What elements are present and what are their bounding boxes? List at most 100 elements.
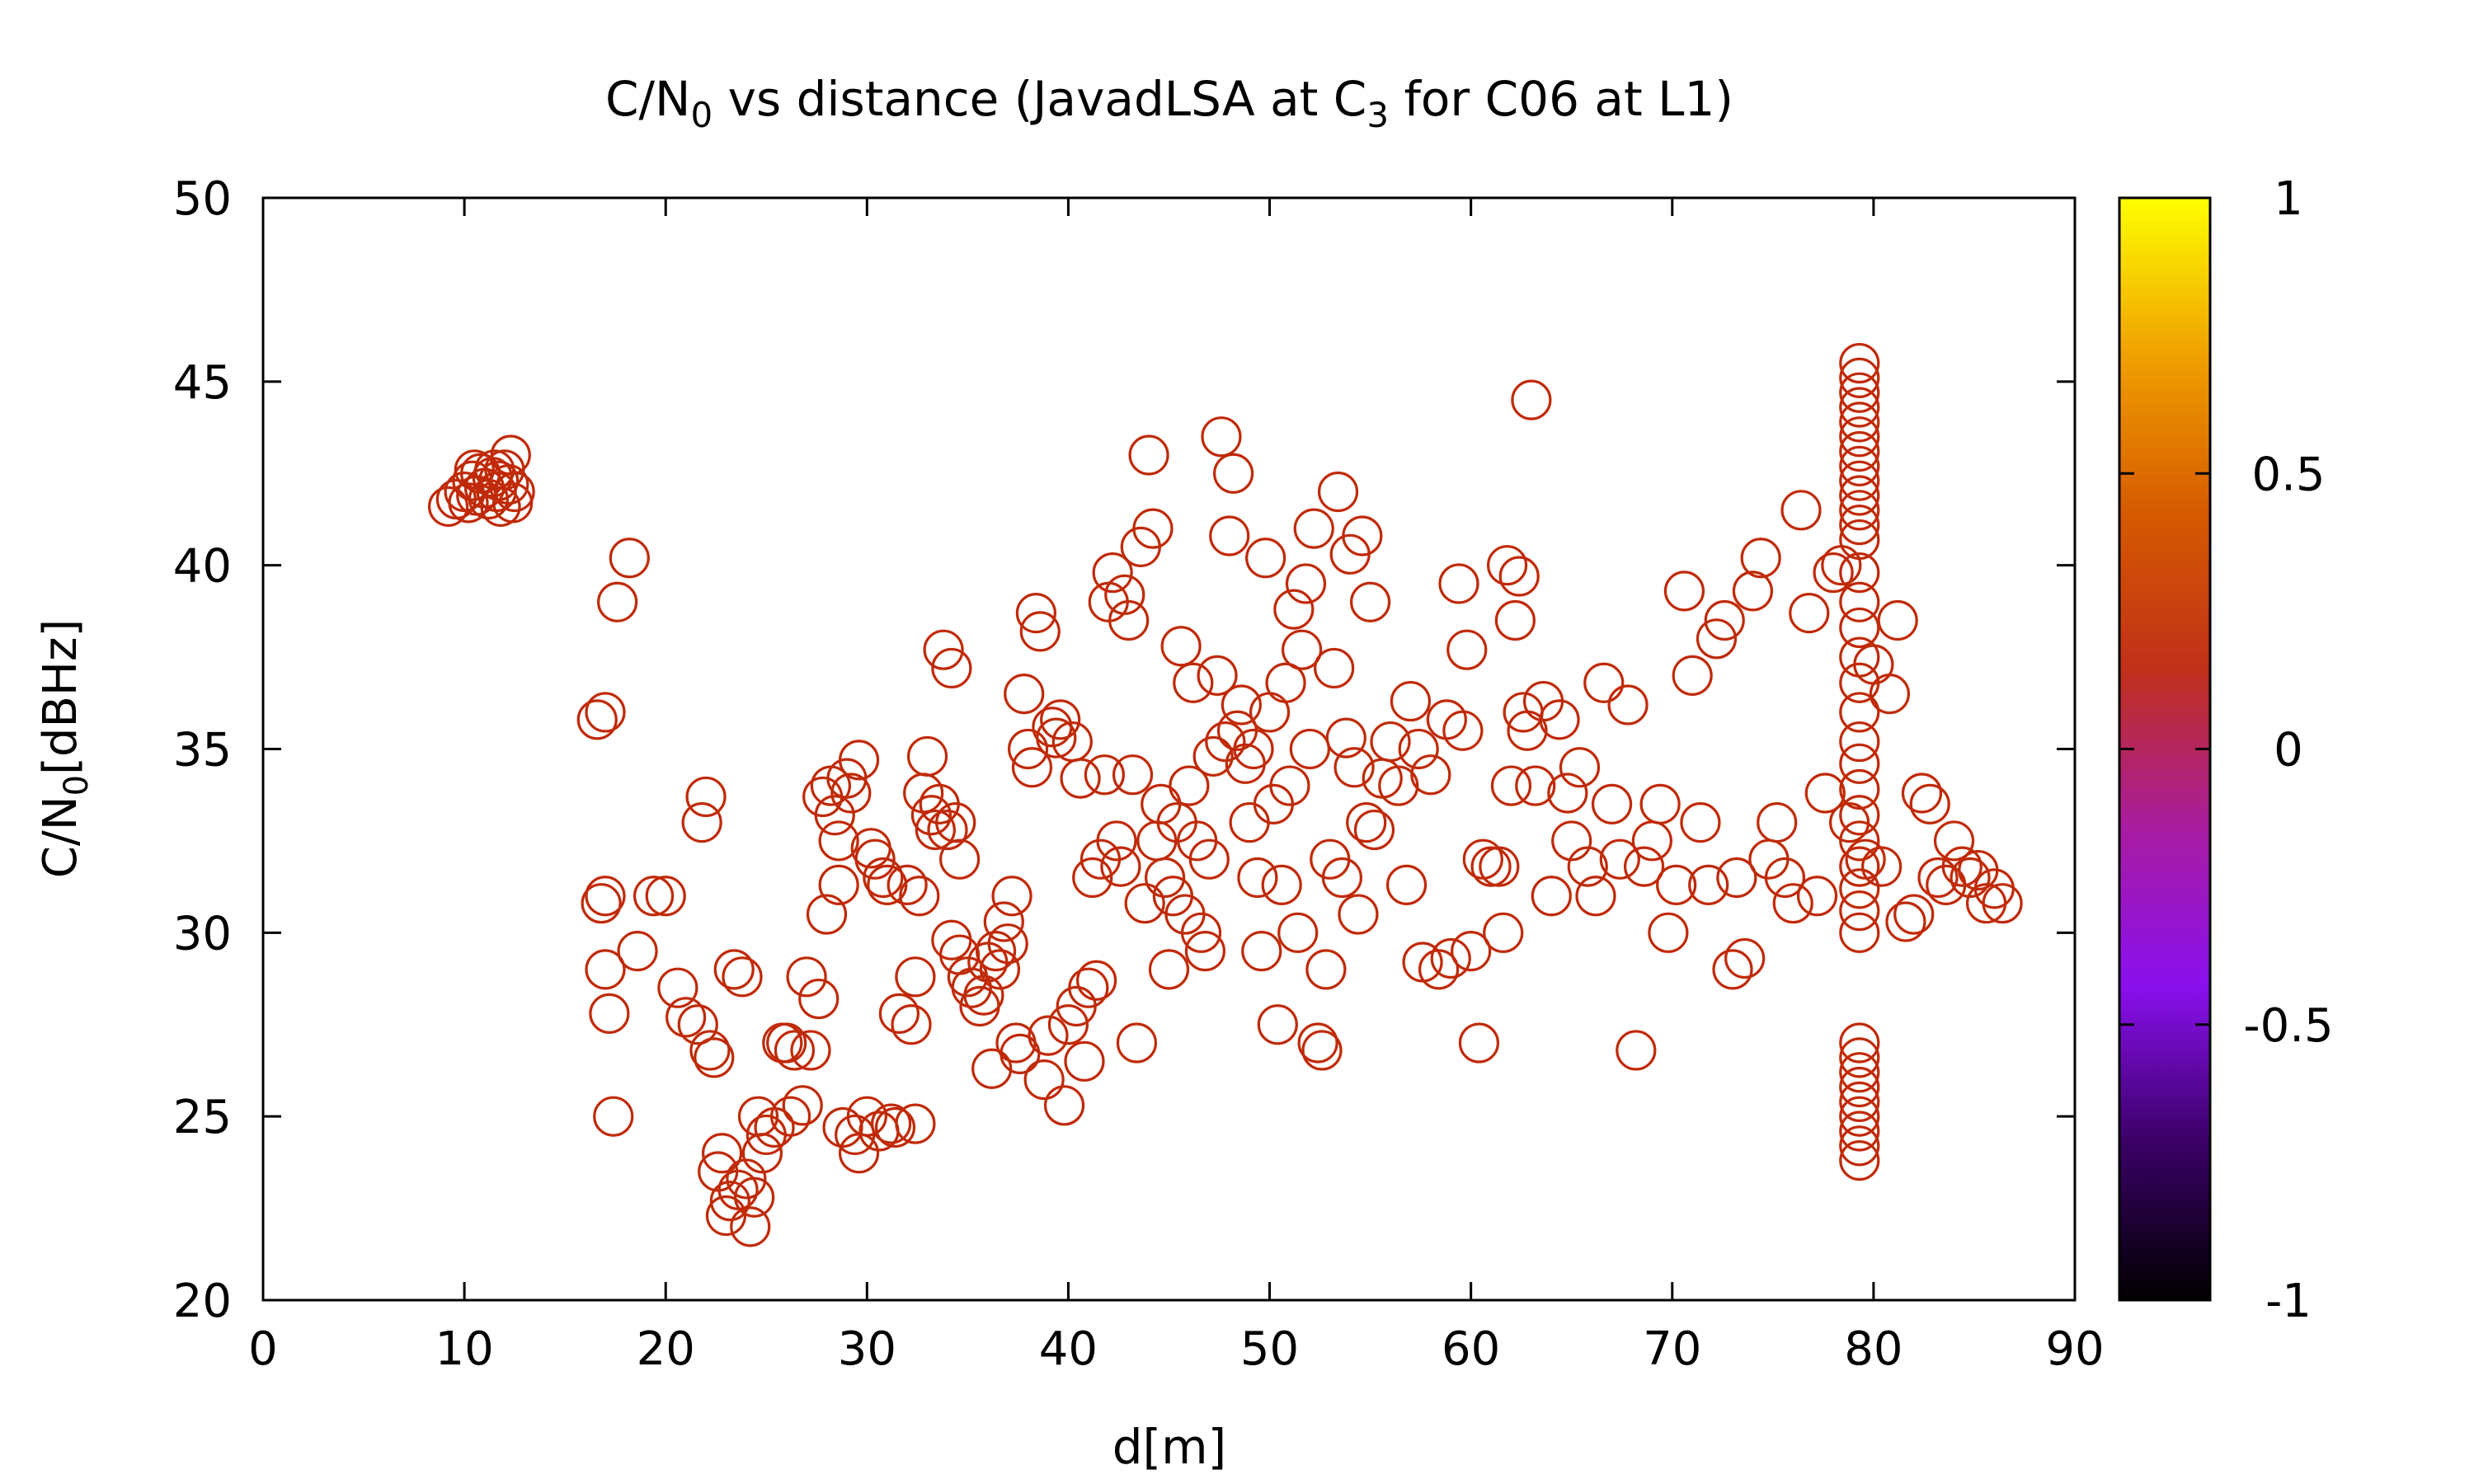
data-point [814, 795, 855, 836]
data-point [1839, 416, 1880, 458]
x-axis-label: d[m] [1112, 1419, 1227, 1475]
data-point [1451, 931, 1492, 972]
data-point [1547, 773, 1588, 814]
data-point [1100, 846, 1141, 887]
data-point [991, 876, 1032, 917]
data-point [1839, 795, 1880, 836]
data-point [1197, 655, 1238, 696]
data-point [1877, 599, 1918, 641]
data-point [1047, 1004, 1089, 1045]
data-point [1704, 599, 1745, 641]
data-point [1442, 710, 1484, 751]
data-point [1173, 662, 1214, 703]
data-point [774, 1030, 816, 1071]
data-point [915, 809, 956, 851]
data-point [939, 838, 981, 880]
data-point [1724, 937, 1766, 979]
chart-title: C/N0 vs distance (JavadLSA at C3 for C06… [605, 71, 1733, 135]
data-point [1108, 599, 1150, 641]
data-point [1282, 629, 1323, 670]
data-point [1839, 1052, 1880, 1093]
x-tick-label: 0 [248, 1322, 278, 1376]
data-point [593, 1096, 634, 1137]
data-point [1839, 1125, 1880, 1167]
data-point [1861, 846, 1903, 887]
data-point [1648, 912, 1689, 953]
data-point [1305, 949, 1347, 990]
data-point [931, 919, 972, 960]
data-point [790, 1030, 831, 1071]
data-point [1616, 1030, 1657, 1071]
data-point [1515, 765, 1556, 806]
data-point [1036, 717, 1077, 758]
data-point [1092, 552, 1133, 594]
data-point [1813, 552, 1854, 594]
data-point [1498, 556, 1540, 597]
data-point [1410, 754, 1451, 796]
data-point [1317, 471, 1359, 513]
data-point [1225, 743, 1266, 784]
data-point [1839, 607, 1880, 649]
plot-area-frame [261, 196, 2077, 1302]
data-point [766, 1022, 807, 1064]
title-tail: for C06 at L1) [1389, 71, 1733, 127]
data-point [782, 1085, 823, 1126]
data-point [910, 795, 952, 836]
data-point [1539, 699, 1580, 740]
data-point [1076, 960, 1117, 1001]
y-tick-label: 45 [173, 356, 232, 410]
data-point [1839, 1081, 1880, 1122]
data-point [1201, 416, 1242, 458]
data-point [1338, 894, 1379, 935]
data-point [1789, 593, 1830, 634]
data-point [1257, 1004, 1298, 1045]
data-point [1804, 773, 1846, 814]
data-point [1008, 728, 1049, 770]
data-point [681, 802, 722, 843]
data-point [1732, 571, 1774, 612]
data-point [1112, 754, 1154, 796]
title-sub2: 3 [1366, 95, 1389, 135]
data-point [1950, 857, 1991, 899]
data-point [705, 1195, 747, 1237]
data-point [1072, 857, 1113, 899]
data-point [1398, 728, 1439, 770]
data-point [1839, 387, 1880, 428]
data-point [701, 1133, 743, 1174]
data-point [734, 1176, 775, 1218]
data-point [1688, 864, 1729, 905]
data-point [657, 967, 698, 1008]
y-axis-label: C/N0[dBHz] [34, 619, 96, 878]
x-tick-label: 90 [2045, 1322, 2104, 1376]
data-point [1567, 846, 1608, 887]
data-point [1378, 765, 1419, 806]
data-point [1277, 912, 1319, 953]
data-point [709, 1181, 750, 1222]
data-point [1233, 728, 1274, 770]
data-point [1839, 475, 1880, 516]
data-point [1624, 846, 1665, 887]
data-point [1229, 802, 1270, 843]
data-point [722, 956, 763, 998]
data-point [1839, 372, 1880, 413]
data-point [1169, 765, 1210, 806]
data-point [1430, 937, 1471, 979]
data-point [1068, 967, 1109, 1008]
data-point [1040, 699, 1081, 740]
title-sub: 0 [690, 95, 713, 135]
ylabel-tail: [dBHz] [34, 619, 87, 775]
data-point [1839, 1066, 1880, 1108]
data-point [1828, 802, 1870, 843]
data-point [1839, 662, 1880, 703]
data-point [1160, 626, 1202, 667]
data-point [694, 1037, 735, 1078]
data-point [1839, 402, 1880, 443]
data-point [1780, 490, 1822, 531]
data-point [1839, 552, 1880, 594]
data-point [1583, 662, 1625, 703]
data-point [1325, 717, 1366, 758]
data-point [1132, 508, 1174, 549]
data-point [1839, 890, 1880, 932]
data-point [1941, 846, 1982, 887]
